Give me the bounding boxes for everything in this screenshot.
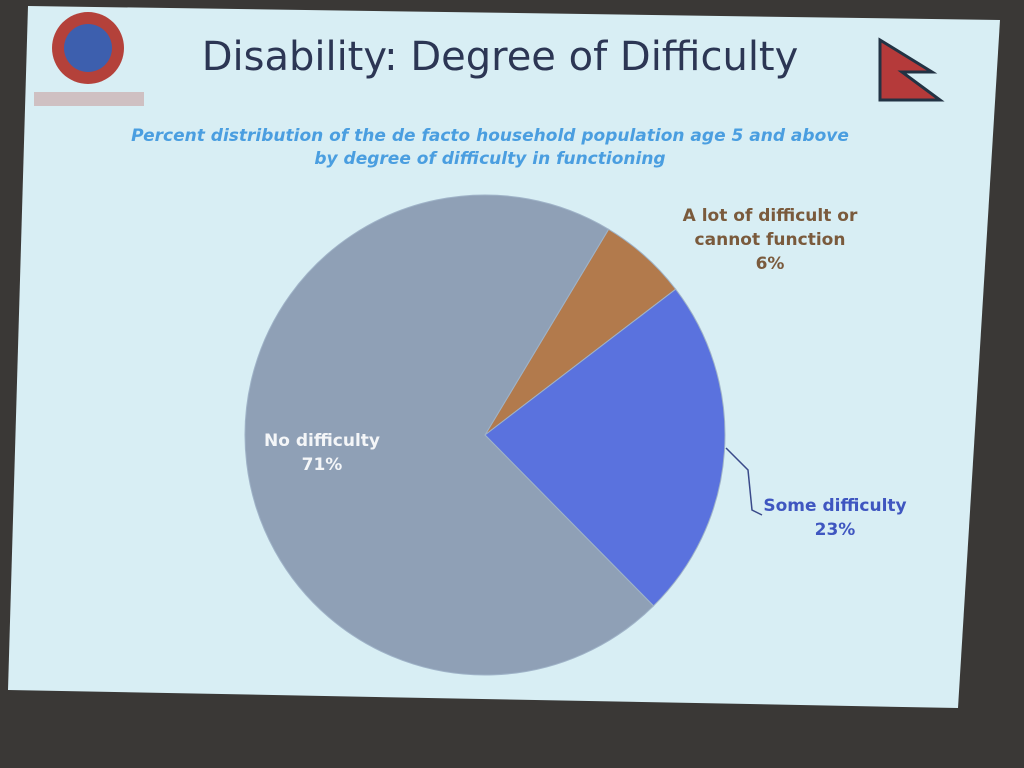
- chart-subtitle: Percent distribution of the de facto hou…: [131, 126, 849, 169]
- logo-inner: [64, 24, 112, 72]
- category-label: A lot of difficult or cannot function: [682, 206, 858, 250]
- slice-label: A lot of difficult or cannot function 6%: [660, 205, 880, 276]
- chart-title: Disability: Degree of Difficulty: [201, 34, 799, 80]
- leader-line: [725, 447, 763, 516]
- slice-label: Some difficulty 23%: [745, 495, 925, 543]
- value-label: 6%: [755, 253, 785, 274]
- pie-slice: [484, 288, 726, 607]
- slice-label: No difficulty 71%: [232, 430, 412, 478]
- pie-slice: [244, 194, 655, 676]
- category-label: No difficulty: [264, 431, 380, 451]
- value-label: 23%: [814, 519, 856, 540]
- value-label: 71%: [301, 454, 343, 475]
- category-label: Some difficulty: [763, 496, 907, 516]
- flag: [878, 37, 945, 102]
- logo-caption: [34, 92, 144, 106]
